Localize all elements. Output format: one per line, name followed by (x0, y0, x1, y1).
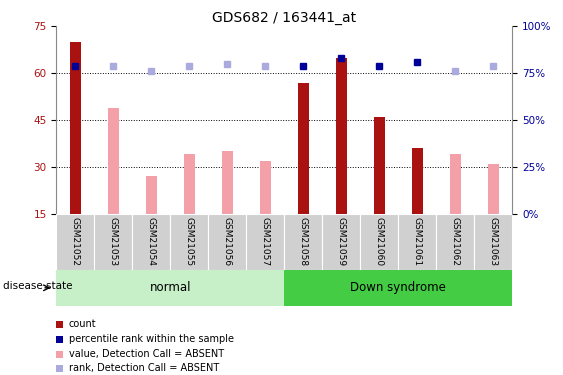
Bar (171, 214, 208, 270)
Text: GSM21058: GSM21058 (299, 217, 308, 266)
Bar (146, 176, 157, 214)
Text: normal: normal (150, 281, 191, 294)
Text: value, Detection Call = ABSENT: value, Detection Call = ABSENT (69, 350, 224, 359)
Bar (336, 57, 347, 214)
Bar (132, 214, 171, 270)
Bar (450, 154, 461, 214)
Text: GSM21052: GSM21052 (71, 217, 80, 266)
Bar (56, 336, 63, 343)
Text: GSM21062: GSM21062 (451, 217, 460, 266)
Text: count: count (69, 320, 96, 329)
Text: GSM21056: GSM21056 (223, 217, 232, 266)
Text: Down syndrome: Down syndrome (350, 281, 446, 294)
Bar (56, 214, 95, 270)
Bar (208, 214, 247, 270)
Bar (260, 160, 271, 214)
Bar (436, 214, 474, 270)
Bar (56, 365, 63, 372)
Text: GSM21055: GSM21055 (185, 217, 194, 266)
Bar (399, 214, 436, 270)
Bar (222, 151, 233, 214)
Bar (56, 351, 63, 358)
Bar (474, 214, 512, 270)
Bar (412, 148, 423, 214)
Bar (184, 154, 195, 214)
Bar (298, 82, 309, 214)
Bar (284, 270, 512, 306)
Text: GSM21063: GSM21063 (489, 217, 498, 266)
Bar (70, 42, 81, 214)
Text: GSM21060: GSM21060 (375, 217, 384, 266)
Bar (247, 214, 284, 270)
Bar (95, 214, 132, 270)
Text: rank, Detection Call = ABSENT: rank, Detection Call = ABSENT (69, 363, 219, 373)
Bar (284, 214, 322, 270)
Bar (322, 214, 360, 270)
Text: GSM21059: GSM21059 (337, 217, 346, 266)
Text: percentile rank within the sample: percentile rank within the sample (69, 334, 234, 344)
Title: GDS682 / 163441_at: GDS682 / 163441_at (212, 11, 356, 25)
Bar (360, 214, 398, 270)
Text: GSM21057: GSM21057 (261, 217, 270, 266)
Text: GSM21053: GSM21053 (109, 217, 118, 266)
Text: GSM21061: GSM21061 (413, 217, 422, 266)
Bar (488, 164, 499, 214)
Bar (56, 270, 284, 306)
Text: disease state: disease state (3, 281, 72, 291)
Bar (56, 321, 63, 328)
Bar (374, 117, 385, 214)
Bar (108, 108, 119, 214)
Text: GSM21054: GSM21054 (147, 217, 156, 266)
